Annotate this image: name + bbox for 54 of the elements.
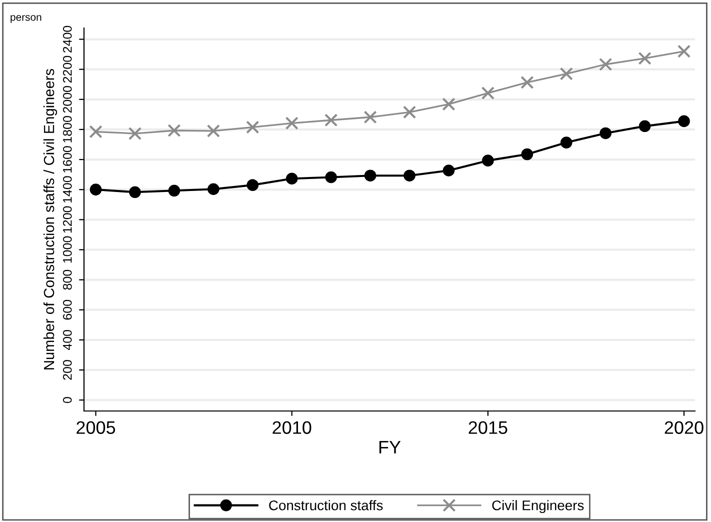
point <box>404 170 416 182</box>
point <box>206 124 220 138</box>
point <box>364 110 377 124</box>
point <box>286 172 298 185</box>
point <box>520 76 534 90</box>
legend-label: Construction staffs <box>269 500 383 510</box>
legend-label: Civil Engineers <box>492 500 584 514</box>
y-tick-label: 200 <box>62 360 72 380</box>
x-axis-title: FY <box>379 440 401 454</box>
x-tick-label: 2015 <box>468 421 508 434</box>
y-tick-label: 600 <box>62 300 72 320</box>
point <box>128 126 142 140</box>
x-tick-label: 2005 <box>76 421 116 434</box>
y-tick-label: 1200 <box>62 206 72 233</box>
point <box>482 154 494 166</box>
point <box>638 52 652 65</box>
y-tick-label: 800 <box>62 270 72 290</box>
y-tick-label: 400 <box>62 330 72 350</box>
point <box>598 58 612 71</box>
point <box>678 115 690 128</box>
x-tick-label: 2020 <box>664 421 704 434</box>
y-axis-title: Number of Construction staffs / Civil Engineers <box>43 68 58 370</box>
point <box>442 164 455 176</box>
point <box>129 186 141 198</box>
point <box>89 125 102 138</box>
point <box>560 136 572 148</box>
point <box>208 183 220 196</box>
y-tick-label: 0 <box>62 397 72 404</box>
y-tick-label: 1800 <box>62 116 72 142</box>
point <box>168 124 181 138</box>
x-tick-label: 2010 <box>272 421 312 434</box>
y-tick-label: 1000 <box>62 236 72 263</box>
point <box>560 67 573 80</box>
y-tick-label: 2200 <box>62 56 72 83</box>
point <box>246 179 259 191</box>
point <box>442 98 456 111</box>
point <box>285 116 298 130</box>
point <box>638 120 651 132</box>
y-tick-label: 1400 <box>62 176 72 203</box>
point <box>677 44 691 58</box>
point <box>325 171 337 184</box>
point <box>364 170 376 182</box>
point <box>521 148 534 160</box>
point <box>324 114 338 127</box>
point <box>90 184 102 196</box>
point <box>481 86 495 100</box>
y-tick-label: 2400 <box>62 26 72 53</box>
point <box>600 127 612 140</box>
y-tick-label: 1600 <box>62 146 72 172</box>
text: person <box>10 15 42 23</box>
y-tick-label: 2000 <box>62 86 72 113</box>
point <box>246 120 260 134</box>
point <box>402 106 416 119</box>
point <box>168 184 180 197</box>
